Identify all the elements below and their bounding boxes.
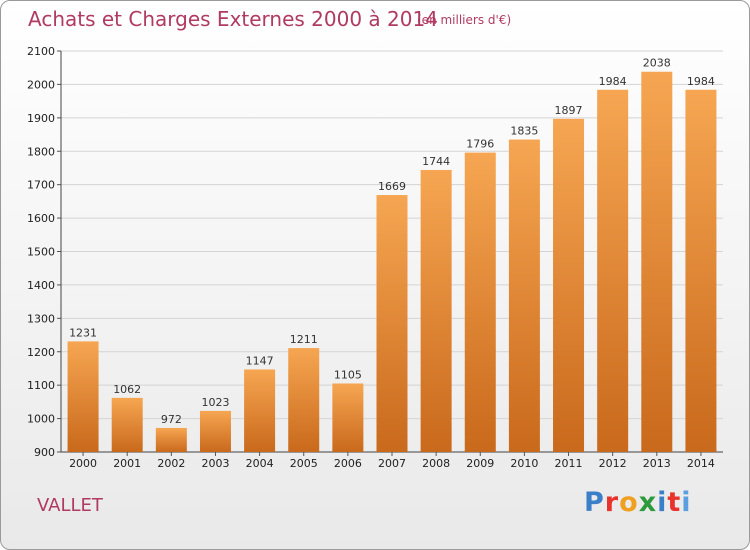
data-label-2009: 1796 (466, 138, 494, 151)
data-label-2011: 1897 (555, 104, 583, 117)
bar-2007 (376, 195, 408, 453)
bar-2005 (288, 348, 320, 452)
data-label-2005: 1211 (290, 333, 318, 346)
x-tick-label: 2007 (378, 457, 406, 470)
data-labels: 1231 1062 972 1023 1147 1211 1105 1669 1744 1796 1… (69, 57, 715, 426)
bar-2012 (597, 89, 629, 452)
y-tick-label: 1500 (27, 246, 55, 259)
bar-2009 (464, 152, 496, 452)
bar-2001 (111, 397, 143, 452)
bars (67, 71, 717, 453)
bar-2011 (553, 118, 585, 453)
y-tick-label: 1700 (27, 179, 55, 192)
x-tick-label: 2011 (555, 457, 583, 470)
bar-2006 (332, 383, 364, 452)
bar-2004 (244, 369, 276, 452)
y-tick-label: 1600 (27, 212, 55, 225)
chart-title: Achats et Charges Externes 2000 à 2014 (28, 7, 438, 31)
x-tick-label: 2003 (201, 457, 229, 470)
bar-2002 (155, 427, 187, 452)
logo-letter: P (584, 487, 605, 518)
data-label-2004: 1147 (246, 354, 274, 367)
commune-name: VALLET (37, 495, 103, 516)
y-tick-label: 1100 (27, 379, 55, 392)
logo-letter: i (657, 487, 668, 518)
data-label-2014: 1984 (687, 75, 715, 88)
x-tick-label: 2004 (246, 457, 274, 470)
x-tick-label: 2002 (157, 457, 185, 470)
bar-2010 (508, 139, 540, 452)
x-tick-label: 2005 (290, 457, 318, 470)
y-tick-label: 2100 (27, 45, 55, 58)
data-label-2002: 972 (161, 413, 182, 426)
x-tick-label: 2013 (643, 457, 671, 470)
bar-2000 (67, 341, 99, 452)
y-tick-label: 900 (34, 446, 55, 459)
x-tick-label: 2014 (687, 457, 715, 470)
logo-letter: i (681, 487, 692, 518)
data-label-2007: 1669 (378, 180, 406, 193)
data-label-2012: 1984 (599, 75, 627, 88)
x-tick-label: 2001 (113, 457, 141, 470)
data-label-2013: 2038 (643, 57, 671, 70)
proxiti-logo[interactable]: Proxiti (584, 487, 692, 518)
bar-2008 (420, 169, 452, 453)
data-label-2003: 1023 (201, 396, 229, 409)
y-tick-label: 1200 (27, 346, 55, 359)
x-tick-label: 2008 (422, 457, 450, 470)
x-tick-label: 2009 (466, 457, 494, 470)
y-tick-label: 2000 (27, 78, 55, 91)
y-tick-label: 1800 (27, 145, 55, 158)
data-label-2006: 1105 (334, 368, 362, 381)
x-tick-labels: 2000 2001 2002 2003 2004 2005 2006 2007 2008 2009… (69, 452, 715, 470)
data-label-2010: 1835 (510, 125, 538, 138)
y-tick-label: 1300 (27, 312, 55, 325)
data-label-2001: 1062 (113, 383, 141, 396)
x-tick-label: 2000 (69, 457, 97, 470)
data-label-2008: 1744 (422, 155, 450, 168)
logo-letter: r (604, 487, 620, 518)
x-tick-label: 2006 (334, 457, 362, 470)
y-tick-label: 1900 (27, 112, 55, 125)
y-tick-label: 1000 (27, 413, 55, 426)
bar-2013 (641, 71, 673, 453)
logo-letter: o (619, 487, 639, 518)
bar-2014 (685, 89, 717, 452)
x-tick-label: 2010 (510, 457, 538, 470)
logo-letter: t (667, 487, 682, 518)
y-tick-label: 1400 (27, 279, 55, 292)
y-tick-labels: 900 1000 1100 1200 1300 1400 1500 1600 1700 1800 1… (27, 45, 55, 459)
logo-letter: x (638, 487, 658, 518)
x-tick-label: 2012 (599, 457, 627, 470)
bar-2003 (199, 410, 231, 452)
chart-subtitle: (en milliers d'€) (417, 13, 512, 27)
data-label-2000: 1231 (69, 326, 97, 339)
